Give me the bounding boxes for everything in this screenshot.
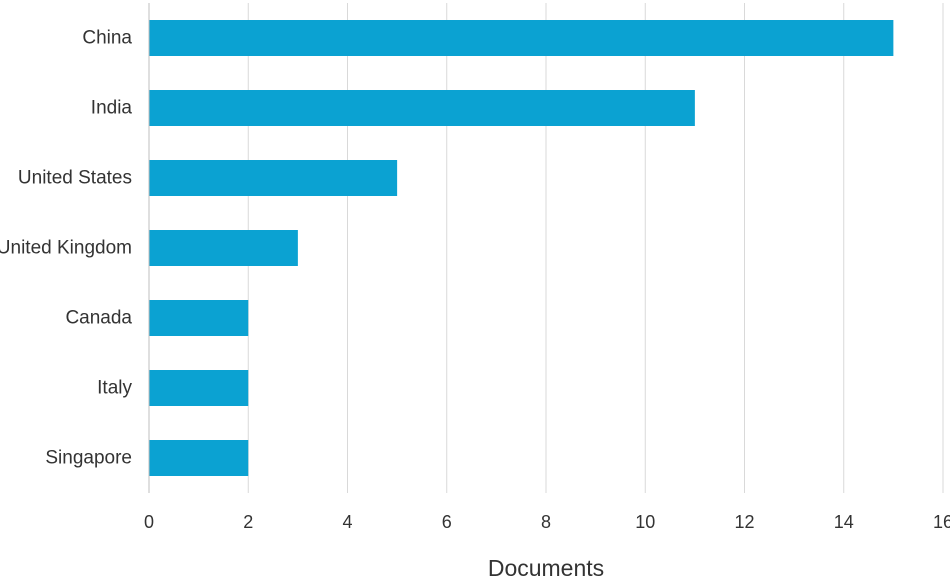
x-tick-label: 10	[635, 512, 655, 532]
bar-italy	[149, 370, 249, 406]
bar-china	[149, 20, 894, 56]
x-tick-label: 12	[734, 512, 754, 532]
x-tick-label: 16	[933, 512, 950, 532]
bar-united-states	[149, 160, 398, 196]
category-label: United States	[18, 168, 132, 189]
bar-india	[149, 90, 695, 126]
x-tick-label: 0	[144, 512, 154, 532]
x-axis-title: Documents	[488, 555, 604, 581]
category-label: United Kingdom	[0, 238, 132, 259]
x-tick-label: 4	[342, 512, 352, 532]
category-label: India	[91, 98, 133, 119]
category-label: China	[82, 28, 132, 49]
x-tick-label: 2	[243, 512, 253, 532]
category-labels: China India United States United Kingdom Can…	[0, 28, 132, 469]
x-tick-label: 14	[834, 512, 854, 532]
bar-canada	[149, 300, 249, 336]
x-tick-label: 8	[541, 512, 551, 532]
x-tick-label: 6	[442, 512, 452, 532]
grid-lines	[247, 3, 944, 493]
bars	[149, 20, 894, 476]
category-label: Canada	[65, 308, 132, 329]
bar-singapore	[149, 440, 249, 476]
category-label: Italy	[97, 378, 132, 399]
x-tick-labels: 0 2 4 6 8 10 12 14 16	[144, 512, 950, 532]
category-label: Singapore	[45, 448, 132, 469]
bar-united-kingdom	[149, 230, 298, 266]
